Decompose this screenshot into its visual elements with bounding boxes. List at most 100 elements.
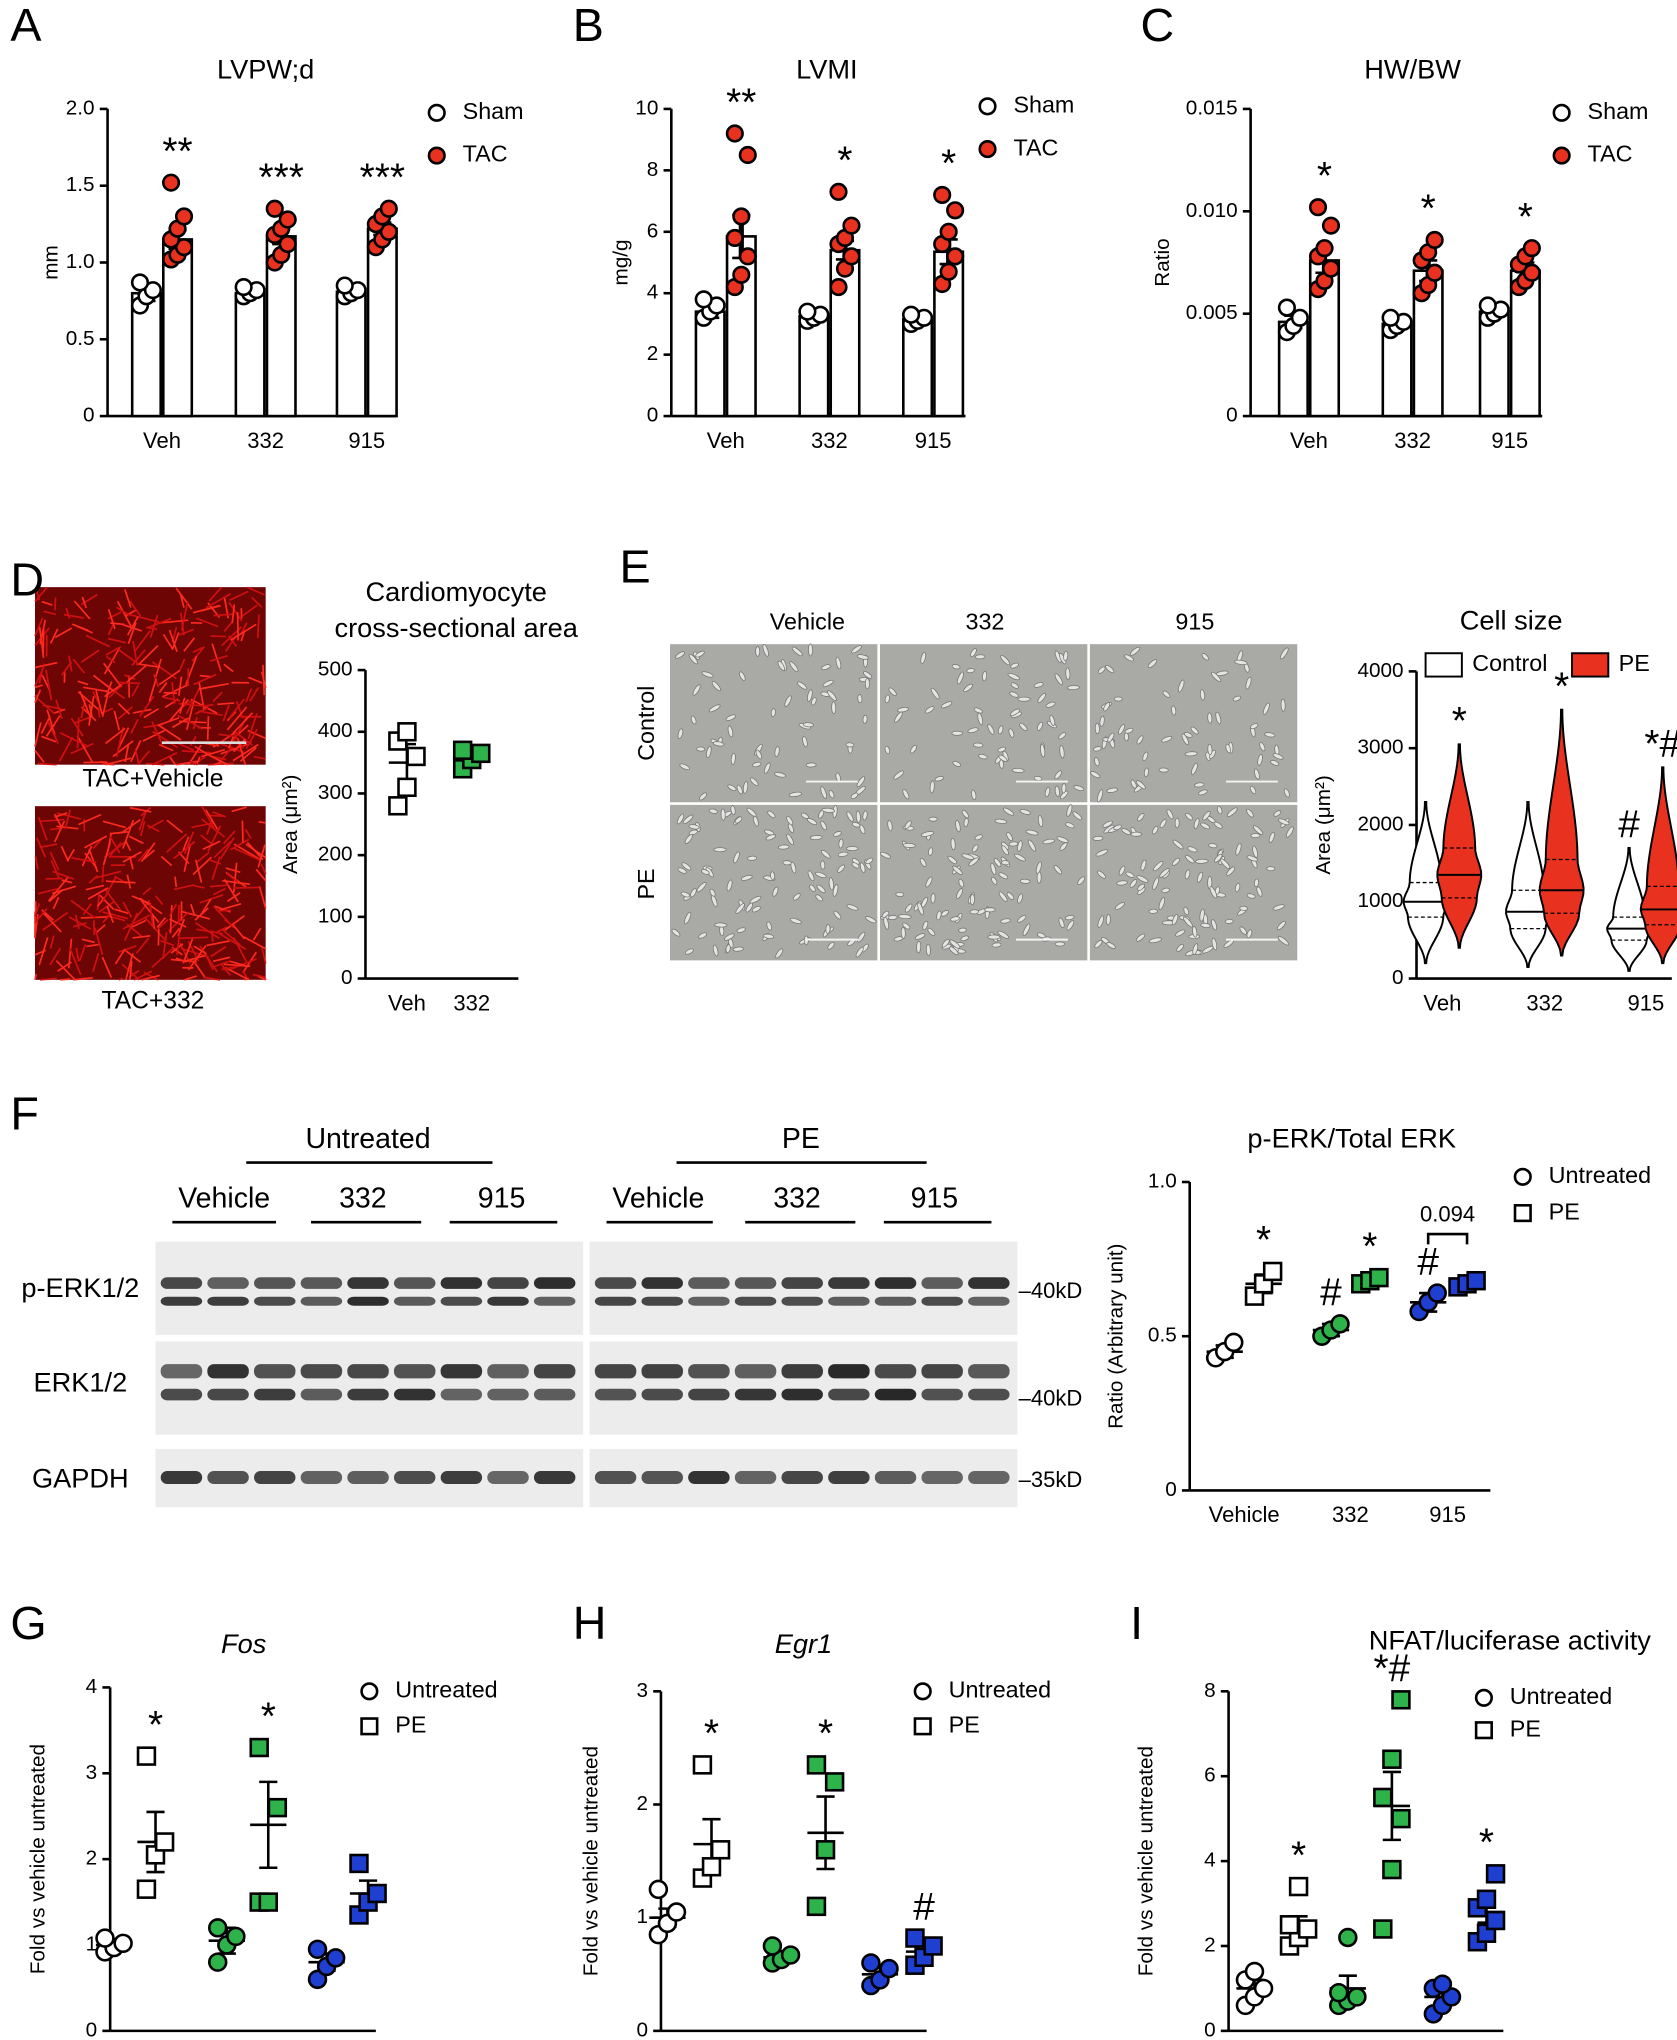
data-point	[879, 1958, 899, 1979]
y-tick-label: 200	[318, 843, 353, 866]
legend-marker	[360, 1682, 379, 1701]
significance-label: *	[1362, 1225, 1377, 1268]
cell	[1025, 829, 1039, 836]
cell	[1174, 817, 1180, 829]
data-point	[1432, 1974, 1453, 1994]
cell	[969, 893, 975, 906]
x-tick-label: Veh	[1423, 990, 1461, 1015]
fiber	[41, 735, 57, 743]
cell	[1194, 782, 1205, 788]
cell	[1272, 904, 1285, 911]
fiber	[77, 680, 89, 686]
cell	[1191, 762, 1198, 775]
data-point	[939, 222, 958, 241]
fiber	[57, 961, 72, 972]
cell	[857, 931, 866, 943]
cell	[1066, 804, 1073, 817]
cell	[696, 882, 707, 893]
cell	[914, 933, 926, 940]
data-point	[933, 185, 952, 204]
fiber	[252, 973, 266, 979]
data-point	[1369, 1267, 1389, 1288]
fiber	[40, 715, 51, 734]
fiber	[34, 722, 42, 747]
cell	[1215, 711, 1222, 725]
cell	[1283, 788, 1290, 798]
blot-band	[968, 1388, 1010, 1401]
blot-band	[300, 1364, 343, 1379]
fiber	[133, 630, 151, 653]
cell	[1256, 886, 1263, 897]
cell-image	[879, 644, 1088, 803]
significance-label: #	[1417, 1241, 1439, 1284]
cell	[1214, 853, 1223, 863]
fiber	[202, 703, 214, 708]
cell	[887, 915, 898, 921]
cell	[1181, 733, 1189, 746]
fiber	[232, 937, 248, 963]
cell	[782, 860, 793, 866]
blot-band	[393, 1471, 436, 1484]
data-point	[905, 1928, 925, 1948]
fiber	[179, 628, 194, 636]
fiber	[68, 916, 92, 930]
cell	[930, 893, 936, 904]
fiber	[195, 922, 220, 939]
cell	[1033, 682, 1044, 688]
fiber	[168, 755, 177, 766]
cell	[920, 831, 935, 837]
blot-band	[487, 1388, 529, 1401]
treatment-label: 915	[478, 1183, 526, 1215]
micrograph-bg	[34, 806, 266, 980]
cell	[1277, 818, 1290, 826]
fiber	[34, 856, 39, 870]
fiber	[139, 820, 146, 837]
cell	[774, 772, 787, 778]
fiber	[54, 812, 68, 818]
fiber	[34, 684, 44, 689]
fiber	[233, 712, 254, 734]
cell	[928, 816, 938, 822]
data-point	[143, 281, 162, 300]
cell	[987, 934, 1001, 940]
fiber	[81, 596, 88, 609]
fiber	[190, 903, 196, 916]
cell	[940, 910, 949, 917]
significance-label: *	[704, 1713, 719, 1756]
cell	[1066, 920, 1075, 931]
cell	[828, 789, 835, 799]
data-point	[307, 1969, 328, 1990]
cell	[724, 933, 735, 941]
cell	[855, 946, 864, 958]
cell	[1008, 841, 1019, 847]
cell	[820, 786, 827, 799]
fiber	[92, 952, 100, 973]
fiber	[247, 586, 265, 596]
cell	[1264, 732, 1276, 738]
significance-label: #	[1618, 804, 1640, 847]
fiber	[129, 919, 147, 929]
cell	[1094, 939, 1103, 949]
legend-label: PE	[1510, 1715, 1541, 1741]
cell	[711, 680, 721, 692]
fiber	[107, 623, 115, 636]
cell	[816, 884, 826, 894]
data-point	[806, 1755, 827, 1775]
cell	[765, 834, 776, 841]
blot-band	[254, 1388, 296, 1401]
fiber	[198, 682, 229, 690]
data-point	[1373, 1787, 1393, 1808]
cell	[1090, 771, 1101, 779]
cell	[1000, 655, 1011, 666]
fiber	[42, 704, 63, 711]
cell	[845, 846, 859, 852]
cell	[1053, 865, 1063, 875]
cell	[961, 809, 969, 819]
cell	[788, 791, 803, 798]
fiber	[251, 597, 263, 608]
y-axis-label: Ratio	[1151, 238, 1174, 286]
cell	[991, 942, 1002, 948]
cell	[1257, 754, 1263, 766]
fiber	[226, 872, 239, 883]
